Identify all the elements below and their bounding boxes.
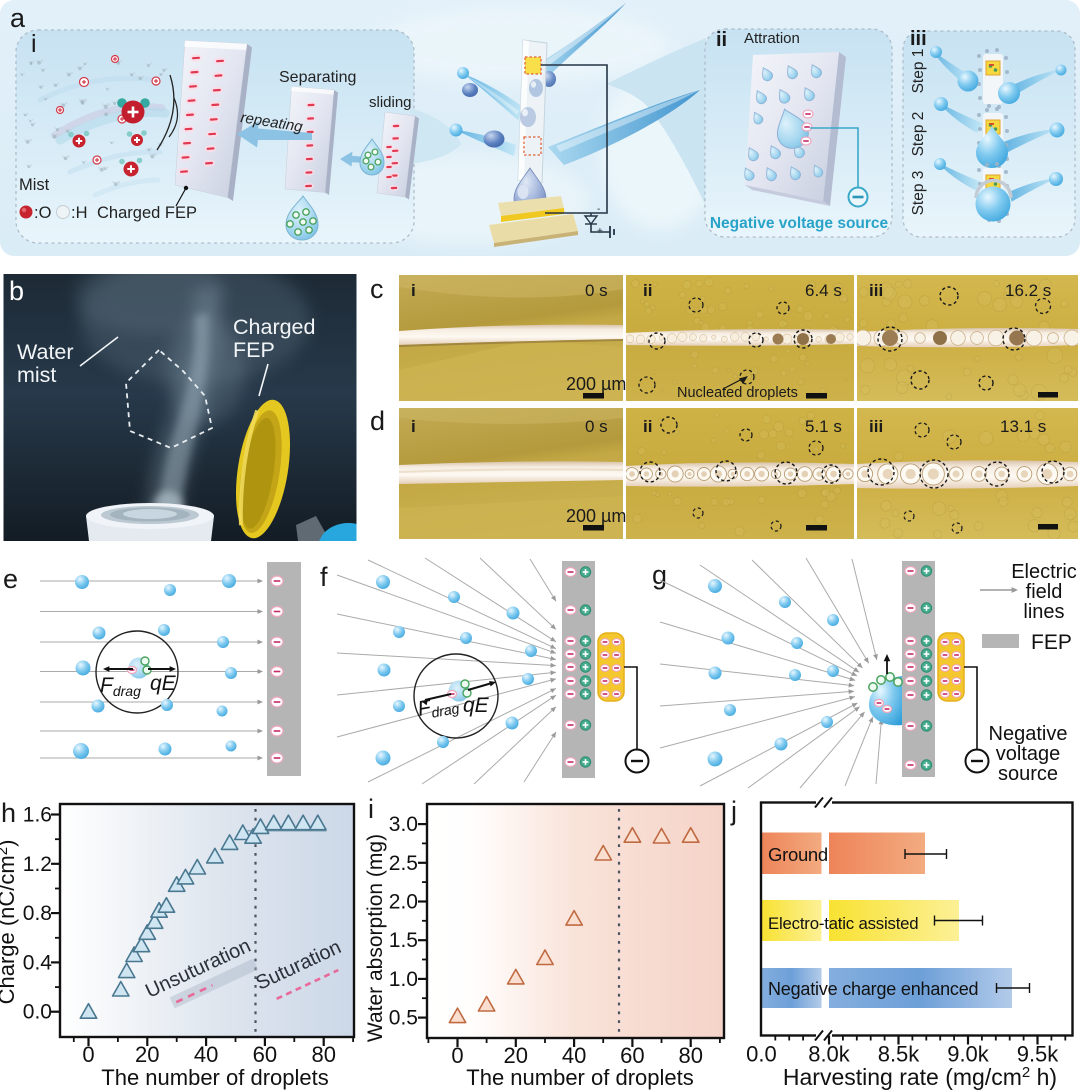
- svg-text:200 µm: 200 µm: [566, 374, 626, 394]
- svg-text:b: b: [9, 276, 24, 306]
- svg-text:Step 3: Step 3: [910, 171, 927, 216]
- svg-text:qE: qE: [150, 672, 177, 695]
- svg-text:40: 40: [562, 1043, 586, 1068]
- svg-text:ii: ii: [643, 417, 652, 436]
- svg-text:200 µm: 200 µm: [566, 506, 626, 526]
- svg-text:0.4: 0.4: [23, 951, 53, 974]
- svg-text:1.0: 1.0: [389, 968, 418, 991]
- svg-text:voltage: voltage: [996, 743, 1061, 765]
- svg-text:16.2 s: 16.2 s: [1005, 281, 1051, 300]
- svg-text:i: i: [368, 794, 374, 824]
- svg-text:Negative charge enhanced: Negative charge enhanced: [768, 979, 978, 999]
- svg-text:0: 0: [451, 1043, 463, 1068]
- svg-text:1.6: 1.6: [23, 804, 52, 827]
- svg-text:5.1 s: 5.1 s: [805, 417, 842, 436]
- svg-text:FEP: FEP: [1031, 631, 1072, 654]
- svg-text:a: a: [10, 3, 26, 33]
- svg-text::H: :H: [71, 204, 88, 222]
- svg-text:Charged: Charged: [233, 315, 315, 339]
- svg-text:0 s: 0 s: [585, 417, 608, 436]
- svg-text:ii: ii: [716, 29, 727, 51]
- svg-text:iii: iii: [910, 28, 927, 50]
- svg-text:d: d: [370, 406, 385, 436]
- svg-text:Charged FEP: Charged FEP: [97, 204, 197, 222]
- svg-text:Separating: Separating: [279, 69, 356, 86]
- svg-text:0.0: 0.0: [746, 1042, 777, 1067]
- svg-text:c: c: [370, 274, 384, 304]
- svg-text:The number of droplets: The number of droplets: [466, 1065, 693, 1090]
- svg-text:ii: ii: [643, 281, 652, 300]
- svg-text:2.5: 2.5: [389, 852, 418, 875]
- svg-text:20: 20: [504, 1043, 528, 1068]
- svg-text:qE: qE: [463, 694, 490, 717]
- svg-text:mist: mist: [17, 363, 56, 387]
- svg-text:Attration: Attration: [744, 30, 800, 47]
- svg-text:0.8: 0.8: [23, 902, 52, 925]
- svg-text:f: f: [320, 562, 328, 592]
- svg-text::O: :O: [34, 204, 52, 222]
- svg-text:Charge (nC/cm2): Charge (nC/cm2): [0, 840, 19, 1005]
- svg-text:1.5: 1.5: [389, 929, 418, 952]
- svg-text:FEP: FEP: [233, 338, 275, 362]
- svg-text:60: 60: [253, 1042, 277, 1067]
- svg-text:9.0k: 9.0k: [947, 1042, 990, 1067]
- svg-text:Electro-tatic assisted: Electro-tatic assisted: [768, 914, 918, 933]
- svg-text:0.5: 0.5: [389, 1007, 418, 1030]
- svg-text:0.0: 0.0: [23, 1001, 52, 1024]
- svg-text:40: 40: [194, 1042, 218, 1067]
- svg-text:-: -: [597, 204, 600, 215]
- svg-text:The number of droplets: The number of droplets: [101, 1065, 328, 1090]
- svg-text:20: 20: [135, 1042, 159, 1067]
- svg-text:0 s: 0 s: [585, 281, 608, 300]
- svg-text:field: field: [1026, 581, 1063, 603]
- svg-text:Nucleated droplets: Nucleated droplets: [677, 385, 798, 401]
- svg-text:Ground: Ground: [768, 844, 828, 865]
- svg-text:source: source: [998, 763, 1058, 785]
- svg-text:Negative voltage source: Negative voltage source: [710, 215, 889, 232]
- svg-text:iii: iii: [869, 281, 883, 300]
- svg-text:0: 0: [82, 1042, 94, 1067]
- svg-text:Negative: Negative: [989, 723, 1068, 745]
- svg-text:Step 2: Step 2: [910, 112, 927, 157]
- svg-text:8.0k: 8.0k: [808, 1042, 851, 1067]
- svg-text:Water absorption (mg): Water absorption (mg): [364, 834, 387, 1042]
- svg-text:9.5k: 9.5k: [1017, 1042, 1060, 1067]
- svg-text:g: g: [652, 560, 667, 590]
- svg-text:8.5k: 8.5k: [878, 1042, 921, 1067]
- svg-text:iii: iii: [869, 417, 883, 436]
- svg-text:80: 80: [678, 1043, 702, 1068]
- svg-text:sliding: sliding: [369, 94, 412, 111]
- svg-text:1.2: 1.2: [23, 853, 52, 876]
- svg-text:Harvesting rate (mg/cm2 h): Harvesting rate (mg/cm2 h): [783, 1064, 1057, 1090]
- svg-text:j: j: [730, 796, 737, 826]
- svg-text:i: i: [411, 417, 416, 436]
- svg-text:80: 80: [311, 1042, 335, 1067]
- svg-text:e: e: [3, 564, 18, 594]
- svg-text:lines: lines: [1023, 601, 1064, 623]
- svg-text:13.1 s: 13.1 s: [1000, 417, 1046, 436]
- svg-text:Mist: Mist: [19, 176, 50, 194]
- svg-text:3.0: 3.0: [389, 813, 418, 836]
- svg-text:i: i: [411, 281, 416, 300]
- svg-text:2.0: 2.0: [389, 891, 418, 914]
- svg-text:Step 1: Step 1: [910, 49, 927, 94]
- svg-text:h: h: [1, 798, 16, 828]
- svg-text:6.4 s: 6.4 s: [805, 281, 842, 300]
- svg-text:Water: Water: [17, 340, 74, 364]
- svg-text:Electric: Electric: [1011, 561, 1077, 583]
- svg-text:+: +: [597, 226, 603, 237]
- svg-text:i: i: [31, 30, 37, 58]
- svg-text:60: 60: [620, 1043, 644, 1068]
